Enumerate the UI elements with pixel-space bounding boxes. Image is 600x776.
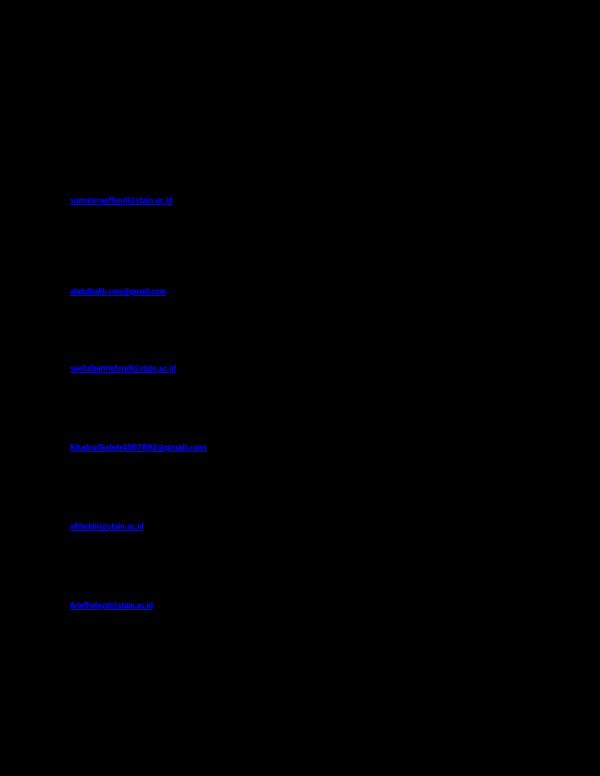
- email-link-5[interactable]: afifuddin@stain.ac.id: [70, 522, 144, 531]
- email-link-3[interactable]: saefulbahriefendi@stain.ac.id: [70, 364, 176, 373]
- email-link-4[interactable]: KhairulSaleh4567892@gmail.com: [70, 443, 207, 452]
- email-link-1[interactable]: sumateraeffendi@stain.ac.id: [70, 196, 173, 205]
- email-link-2[interactable]: abdulhalik.ums@gmail.com: [70, 287, 166, 296]
- email-link-6[interactable]: Ariefhidayat@stain.ac.id: [70, 601, 153, 610]
